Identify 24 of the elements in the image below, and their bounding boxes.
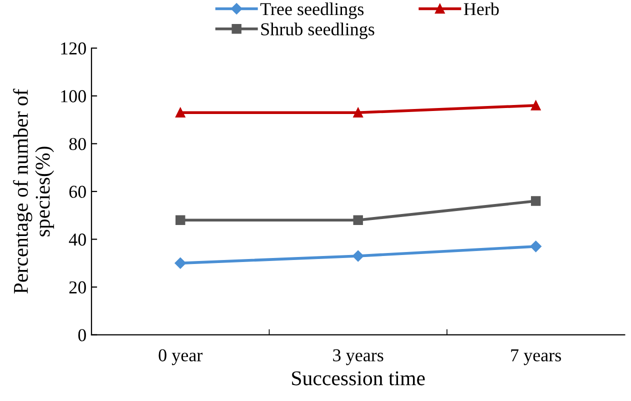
point: [176, 108, 186, 118]
x-tick-label: 0 year: [158, 349, 203, 366]
point: [176, 215, 186, 226]
point: [530, 240, 542, 252]
y-tick-label: 120: [61, 42, 86, 55]
y-tick-label: 80: [69, 138, 86, 150]
y-tick-label: 40: [68, 234, 86, 246]
point: [174, 258, 186, 269]
y-axis-title: Percentage of number of species(%): [13, 88, 54, 294]
legend-label: Shrub seedlings: [261, 22, 374, 40]
y-tick-label: 0: [78, 329, 86, 342]
x-tick-label: 3 years: [333, 349, 384, 366]
point: [352, 250, 364, 262]
point: [353, 108, 363, 118]
point: [353, 215, 363, 226]
point: [530, 196, 541, 206]
y-tick-label: 60: [69, 186, 86, 198]
legend-label: Herb: [464, 2, 499, 16]
point: [530, 100, 541, 110]
legend-label: Tree seedlings: [260, 2, 364, 19]
y-tick-label: 20: [69, 281, 86, 294]
x-axis-title: Succession time: [292, 371, 425, 386]
y-tick-label: 100: [61, 90, 86, 102]
x-tick-label: 7 years: [511, 349, 561, 366]
